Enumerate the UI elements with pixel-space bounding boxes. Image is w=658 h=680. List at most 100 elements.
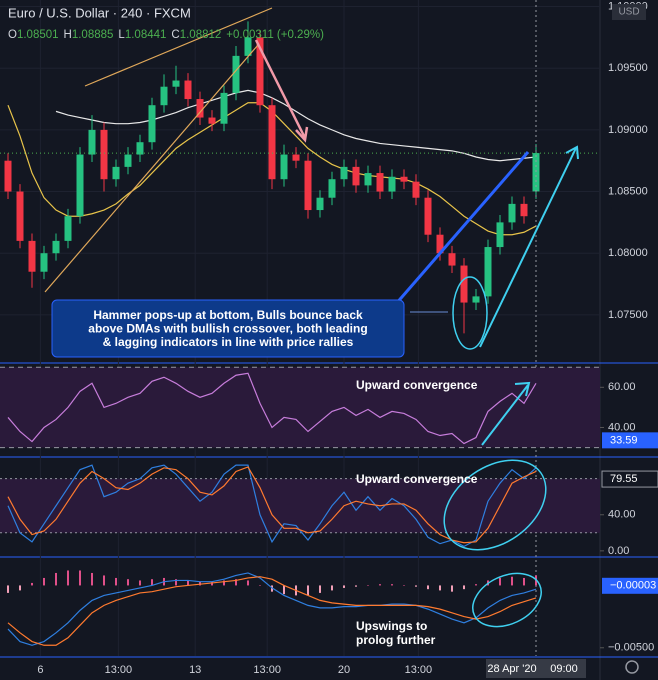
candle-body <box>484 247 492 297</box>
crosshair-time: 09:00 <box>550 663 578 675</box>
annotation: Upward convergence <box>356 472 478 486</box>
candle-body <box>88 129 96 155</box>
ohlc-value: 1.08501 <box>17 29 59 41</box>
candle-body <box>496 222 504 248</box>
histogram-bar <box>31 582 33 586</box>
currency-box <box>612 4 646 20</box>
histogram-bar <box>55 572 57 586</box>
indicator-line <box>7 466 537 544</box>
candle-body <box>520 203 528 217</box>
histogram-bar <box>343 585 345 588</box>
ohlc-label: C <box>171 29 179 41</box>
histogram-bar <box>235 579 237 586</box>
candle-body <box>148 105 156 143</box>
histogram-bar <box>187 580 189 586</box>
indicator-line <box>7 572 537 646</box>
histogram-bar <box>319 585 321 593</box>
ohlc-value: 1.08812 <box>180 29 222 41</box>
candle-body <box>220 92 228 124</box>
candle-body <box>256 37 264 106</box>
last-value-box <box>602 432 658 449</box>
x-tick-label: 20 <box>338 664 350 676</box>
x-tick-label: 13:00 <box>253 664 281 676</box>
histogram-bar <box>475 584 477 586</box>
histogram-bar <box>67 570 69 586</box>
candle-body <box>4 160 12 192</box>
histogram-bar <box>511 576 513 586</box>
annotation: prolog further <box>356 633 436 647</box>
candle-body <box>412 181 420 198</box>
y-tick-label: 1.09000 <box>608 124 648 136</box>
moving-average <box>55 89 537 162</box>
histogram-bar <box>79 570 81 586</box>
annotation: & lagging indicators in line with price … <box>103 335 354 349</box>
candle-body <box>508 203 516 223</box>
crosshair-date: 28 Apr '20 <box>487 663 536 675</box>
arrow <box>254 39 307 139</box>
x-tick-label: 13 <box>189 664 201 676</box>
candle-body <box>340 166 348 180</box>
histogram-bar <box>259 585 261 586</box>
histogram-bar <box>307 585 309 596</box>
histogram-bar <box>247 580 249 586</box>
candle-body <box>316 197 324 211</box>
highlight <box>452 276 488 350</box>
candle-body <box>328 179 336 198</box>
histogram-bar <box>91 572 93 586</box>
candle-body <box>424 197 432 235</box>
band <box>0 367 600 448</box>
candle-body <box>196 99 204 118</box>
candle-body <box>472 296 480 303</box>
histogram-bar <box>499 577 501 586</box>
highlight <box>443 459 547 551</box>
indicator-line <box>7 576 537 646</box>
ohlc-label: O <box>8 29 17 41</box>
candle-body <box>376 173 384 192</box>
x-tick-label: 13:00 <box>405 664 433 676</box>
symbol-title: Euro / U.S. Dollar · 240 · FXCM <box>8 5 191 20</box>
candle-body <box>40 253 48 272</box>
pointer-line <box>393 151 530 306</box>
crosshair-box <box>486 659 586 678</box>
histogram-bar <box>283 585 285 595</box>
x-tick-label: 6 <box>37 664 43 676</box>
histogram-bar <box>43 577 45 586</box>
histogram-bar <box>139 580 141 586</box>
settings-icon[interactable] <box>625 660 639 674</box>
histogram-bar <box>523 577 525 586</box>
y-tick-label: 40.00 <box>608 509 636 521</box>
arrow-head <box>295 126 309 143</box>
histogram-bar <box>463 585 465 590</box>
ohlc-legend: O1.08501 H1.08885 L1.08441 C1.08812 +0.00311… <box>8 29 324 41</box>
drawings <box>44 7 579 628</box>
candle-body <box>136 142 144 155</box>
candle-body <box>28 240 36 272</box>
arrow-head <box>565 145 579 160</box>
candle-body <box>400 176 408 182</box>
y-tick-label: 1.09500 <box>608 62 648 74</box>
candle-body <box>172 80 180 87</box>
annotation: Upward convergence <box>356 378 478 392</box>
ohlc-value: 1.08885 <box>72 29 114 41</box>
channel-line <box>84 7 273 87</box>
last-value-label: 79.55 <box>610 473 638 485</box>
last-value-box <box>602 577 658 594</box>
candle-body <box>388 176 396 192</box>
y-tick-label: 0.00 <box>608 545 629 557</box>
candle-body <box>244 37 252 56</box>
y-tick-label: −0.00500 <box>608 642 654 654</box>
candle-body <box>436 234 444 254</box>
candle-body <box>280 154 288 180</box>
histogram-bar <box>379 584 381 586</box>
candle-body <box>364 173 372 186</box>
candle-body <box>52 240 60 254</box>
candle-body <box>160 86 168 106</box>
candle-body <box>448 253 456 266</box>
candle-body <box>532 153 540 192</box>
candle-body <box>352 166 360 186</box>
annotation: Hammer pops-up at bottom, Bulls bounce b… <box>93 308 363 322</box>
candle-body <box>112 166 120 180</box>
